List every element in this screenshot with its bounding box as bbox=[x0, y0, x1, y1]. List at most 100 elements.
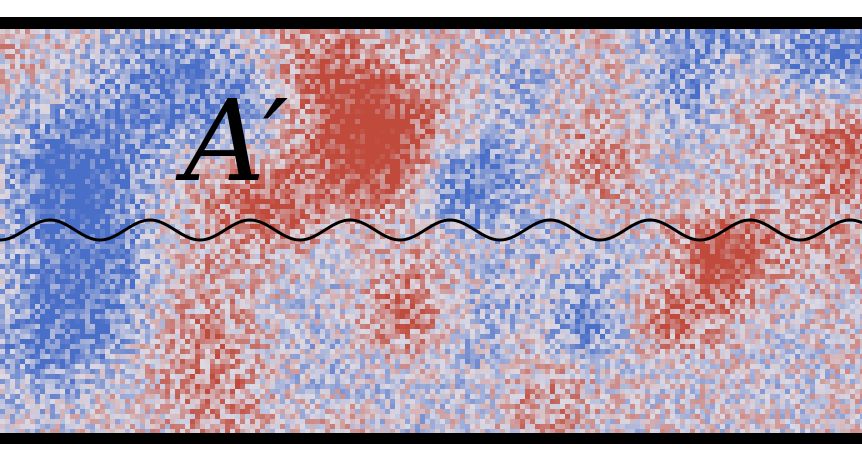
field-pixel bbox=[265, 34, 270, 39]
field-pixel bbox=[605, 94, 610, 99]
field-pixel bbox=[45, 69, 50, 74]
field-pixel bbox=[840, 114, 845, 119]
field-pixel bbox=[190, 164, 195, 169]
field-pixel bbox=[40, 59, 45, 64]
field-pixel bbox=[435, 84, 440, 89]
field-pixel bbox=[225, 39, 230, 44]
field-pixel bbox=[495, 109, 500, 114]
field-pixel bbox=[135, 84, 140, 89]
field-pixel bbox=[805, 119, 810, 124]
field-pixel bbox=[150, 149, 155, 154]
field-pixel bbox=[105, 139, 110, 144]
field-pixel bbox=[305, 34, 310, 39]
field-pixel bbox=[325, 139, 330, 144]
field-pixel bbox=[745, 99, 750, 104]
field-pixel bbox=[330, 64, 335, 69]
field-pixel bbox=[430, 114, 435, 119]
field-pixel bbox=[845, 64, 850, 69]
field-pixel bbox=[540, 114, 545, 119]
field-pixel bbox=[190, 29, 195, 34]
field-pixel bbox=[340, 69, 345, 74]
field-pixel bbox=[205, 84, 210, 89]
field-pixel bbox=[490, 129, 495, 134]
field-pixel bbox=[395, 64, 400, 69]
field-pixel bbox=[485, 149, 490, 154]
field-pixel bbox=[250, 169, 255, 174]
field-pixel bbox=[435, 59, 440, 64]
field-pixel bbox=[840, 89, 845, 94]
field-pixel bbox=[535, 149, 540, 154]
field-pixel bbox=[695, 169, 700, 174]
field-pixel bbox=[550, 104, 555, 109]
field-pixel bbox=[35, 79, 40, 84]
field-pixel bbox=[650, 54, 655, 59]
field-pixel bbox=[765, 154, 770, 159]
field-pixel bbox=[570, 74, 575, 79]
field-pixel bbox=[755, 54, 760, 59]
field-pixel bbox=[525, 59, 530, 64]
field-pixel bbox=[30, 79, 35, 84]
field-pixel bbox=[460, 44, 465, 49]
field-pixel bbox=[110, 164, 115, 169]
field-pixel bbox=[305, 39, 310, 44]
field-pixel bbox=[795, 94, 800, 99]
field-pixel bbox=[815, 39, 820, 44]
field-pixel bbox=[265, 99, 270, 104]
field-pixel bbox=[380, 84, 385, 89]
field-pixel bbox=[695, 89, 700, 94]
field-pixel bbox=[105, 149, 110, 154]
field-pixel bbox=[650, 154, 655, 159]
field-pixel bbox=[810, 39, 815, 44]
field-pixel bbox=[425, 89, 430, 94]
field-pixel bbox=[365, 94, 370, 99]
field-pixel bbox=[310, 144, 315, 149]
field-pixel bbox=[580, 109, 585, 114]
field-pixel bbox=[540, 54, 545, 59]
field-pixel bbox=[335, 59, 340, 64]
field-pixel bbox=[240, 59, 245, 64]
field-pixel bbox=[510, 139, 515, 144]
field-pixel bbox=[150, 94, 155, 99]
field-pixel bbox=[730, 79, 735, 84]
field-pixel bbox=[360, 139, 365, 144]
field-pixel bbox=[715, 29, 720, 34]
field-pixel bbox=[205, 29, 210, 34]
field-pixel bbox=[590, 89, 595, 94]
field-pixel bbox=[420, 109, 425, 114]
field-pixel bbox=[95, 139, 100, 144]
field-pixel bbox=[585, 79, 590, 84]
field-pixel bbox=[710, 74, 715, 79]
field-pixel bbox=[750, 164, 755, 169]
field-pixel bbox=[145, 154, 150, 159]
field-pixel bbox=[735, 49, 740, 54]
field-pixel bbox=[260, 154, 265, 159]
field-pixel bbox=[170, 149, 175, 154]
field-pixel bbox=[770, 144, 775, 149]
field-pixel bbox=[650, 59, 655, 64]
field-pixel bbox=[105, 39, 110, 44]
field-pixel bbox=[405, 69, 410, 74]
field-pixel bbox=[480, 54, 485, 59]
field-pixel bbox=[335, 64, 340, 69]
field-pixel bbox=[615, 109, 620, 114]
field-pixel bbox=[320, 169, 325, 174]
field-pixel bbox=[85, 54, 90, 59]
field-pixel bbox=[760, 169, 765, 174]
field-pixel bbox=[795, 134, 800, 139]
field-pixel bbox=[520, 169, 525, 174]
field-pixel bbox=[540, 69, 545, 74]
field-pixel bbox=[700, 119, 705, 124]
field-pixel bbox=[130, 49, 135, 54]
field-pixel bbox=[850, 109, 855, 114]
field-pixel bbox=[855, 29, 860, 34]
field-pixel bbox=[235, 134, 240, 139]
field-pixel bbox=[200, 39, 205, 44]
field-pixel bbox=[255, 89, 260, 94]
field-pixel bbox=[635, 114, 640, 119]
field-pixel bbox=[500, 159, 505, 164]
field-pixel bbox=[370, 94, 375, 99]
field-pixel bbox=[25, 39, 30, 44]
field-pixel bbox=[270, 74, 275, 79]
field-pixel bbox=[195, 44, 200, 49]
field-pixel bbox=[525, 169, 530, 174]
